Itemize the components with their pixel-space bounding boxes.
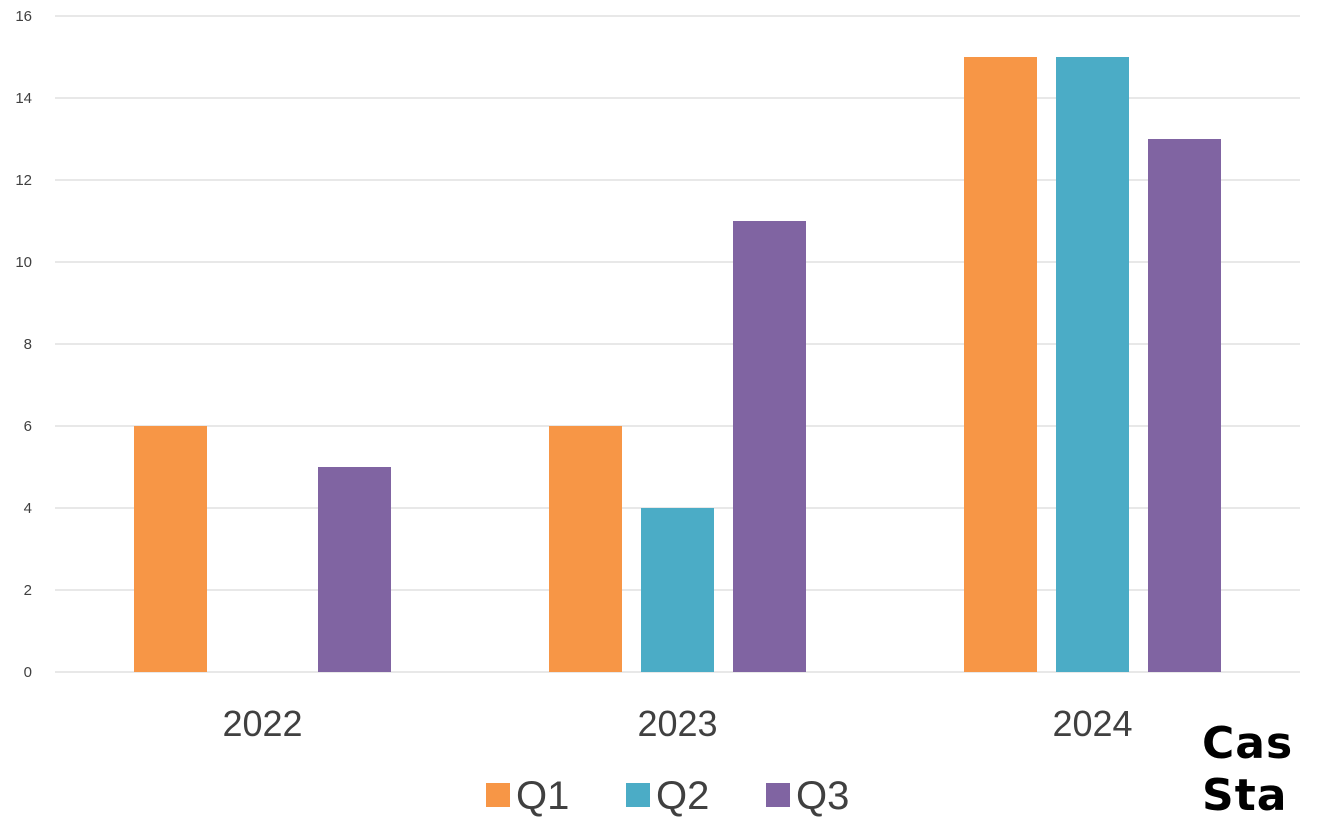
y-tick-label: 10 (15, 254, 32, 271)
y-tick-label: 14 (15, 90, 32, 107)
legend-label: Q1 (516, 774, 569, 818)
bar (1056, 57, 1129, 672)
legend-label: Q3 (796, 774, 849, 818)
bar (549, 426, 622, 672)
y-tick-label: 8 (24, 336, 32, 353)
bar (964, 57, 1037, 672)
y-axis-ticks: 0 2 4 6 8 10 12 14 16 (15, 8, 32, 681)
overlay-line-1: Cas (1202, 718, 1294, 769)
x-tick-label: 2023 (637, 703, 717, 744)
bar (733, 221, 806, 672)
y-tick-label: 0 (24, 664, 32, 681)
bar (318, 467, 391, 672)
bar (1148, 139, 1221, 672)
legend: Q1 Q2 Q3 (486, 774, 849, 818)
y-tick-label: 12 (15, 172, 32, 189)
gridlines (55, 15, 1300, 673)
y-tick-label: 2 (24, 582, 32, 599)
x-tick-label: 2022 (222, 703, 302, 744)
x-axis-categories: 2022 2023 2024 (222, 703, 1132, 744)
legend-swatch (626, 783, 650, 807)
bar (641, 508, 714, 672)
y-tick-label: 16 (15, 8, 32, 25)
legend-swatch (766, 783, 790, 807)
y-tick-label: 4 (24, 500, 32, 517)
y-tick-label: 6 (24, 418, 32, 435)
overlay-caption: Cas Sta (1202, 718, 1318, 822)
bars (134, 57, 1221, 672)
legend-label: Q2 (656, 774, 709, 818)
x-tick-label: 2024 (1052, 703, 1132, 744)
overlay-line-2: Sta (1202, 770, 1288, 821)
bar (134, 426, 207, 672)
legend-swatch (486, 783, 510, 807)
